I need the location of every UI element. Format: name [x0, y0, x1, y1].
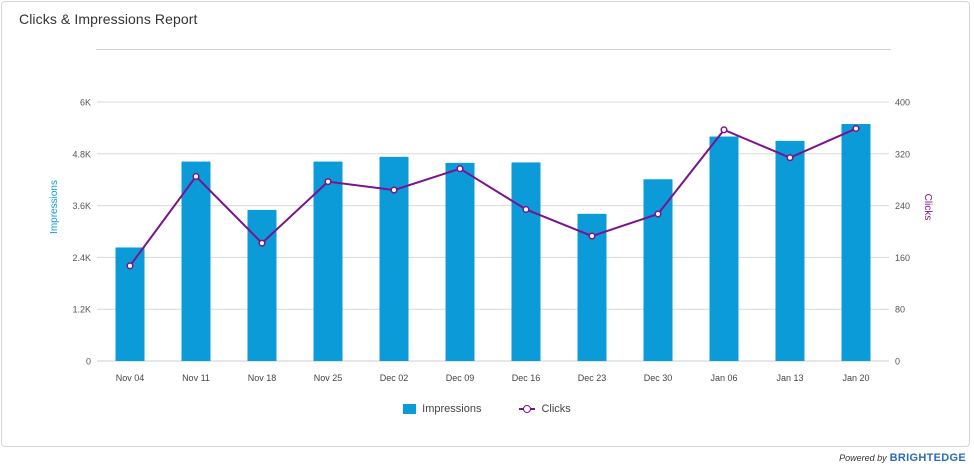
x-tick-label: Dec 02 — [380, 373, 409, 383]
x-tick-label: Dec 16 — [512, 373, 541, 383]
clicks-point — [786, 154, 794, 162]
impressions-bar — [445, 162, 475, 361]
legend-swatch-impressions — [403, 404, 417, 414]
impressions-bar — [511, 162, 541, 361]
legend-label-impressions: Impressions — [422, 403, 482, 415]
y-tick-label-left: 4.8K — [72, 149, 91, 159]
legend-item-clicks[interactable]: Clicks — [519, 403, 571, 415]
clicks-point — [126, 262, 134, 270]
impressions-bar — [841, 124, 871, 361]
x-tick-label: Nov 18 — [248, 373, 277, 383]
clicks-point — [324, 178, 332, 186]
clicks-point — [588, 232, 596, 240]
y-axis-label-right: Clicks — [922, 194, 933, 221]
clicks-point — [192, 172, 200, 181]
x-tick-label: Nov 25 — [314, 373, 343, 383]
clicks-point — [720, 126, 728, 134]
brand-logo: BRIGHTEDGE — [889, 452, 966, 464]
y-tick-label-left: 3.6K — [72, 201, 91, 211]
y-tick-label-right: 80 — [895, 305, 905, 315]
legend-label-clicks: Clicks — [541, 403, 571, 415]
x-tick-label: Jan 06 — [710, 373, 737, 383]
y-tick-label-left: 0 — [86, 357, 91, 367]
powered-by-footer: Powered by BRIGHTEDGE — [839, 452, 966, 464]
x-tick-label: Dec 09 — [446, 373, 475, 383]
clicks-point — [258, 239, 266, 247]
y-tick-label-right: 400 — [895, 98, 910, 108]
legend-item-impressions[interactable]: Impressions — [403, 403, 481, 415]
x-tick-label: Dec 23 — [578, 373, 607, 383]
x-tick-label: Nov 04 — [116, 373, 145, 383]
clicks-point — [654, 210, 662, 218]
y-axis-label-left: Impressions — [49, 180, 60, 234]
y-tick-label-left: 1.2K — [72, 305, 91, 315]
impressions-bar — [709, 136, 739, 361]
impressions-bar — [181, 161, 211, 361]
y-tick-label-left: 6K — [80, 98, 91, 108]
impressions-bar — [313, 161, 343, 361]
title-divider — [96, 49, 891, 50]
report-card: Clicks & Impressions Report — [1, 1, 970, 447]
impressions-bar — [775, 140, 805, 361]
y-tick-label-right: 320 — [895, 149, 910, 159]
x-tick-label: Jan 20 — [842, 373, 869, 383]
y-tick-label-right: 0 — [895, 357, 900, 367]
y-tick-label-left: 2.4K — [72, 253, 91, 263]
clicks-point — [852, 124, 860, 133]
x-tick-label: Jan 13 — [776, 373, 803, 383]
legend-swatch-clicks — [519, 404, 536, 414]
report-title: Clicks & Impressions Report — [19, 11, 198, 27]
clicks-point — [390, 186, 398, 194]
x-tick-label: Nov 11 — [182, 373, 210, 383]
x-tick-label: Dec 30 — [644, 373, 673, 383]
clicks-point — [456, 165, 464, 173]
powered-by-text: Powered by — [839, 453, 887, 463]
y-tick-label-right: 240 — [895, 201, 910, 211]
clicks-line — [129, 127, 857, 267]
chart-legend: Impressions Clicks — [0, 403, 974, 415]
impressions-bar — [643, 179, 673, 361]
y-tick-label-right: 160 — [895, 253, 910, 263]
clicks-point — [522, 205, 530, 214]
